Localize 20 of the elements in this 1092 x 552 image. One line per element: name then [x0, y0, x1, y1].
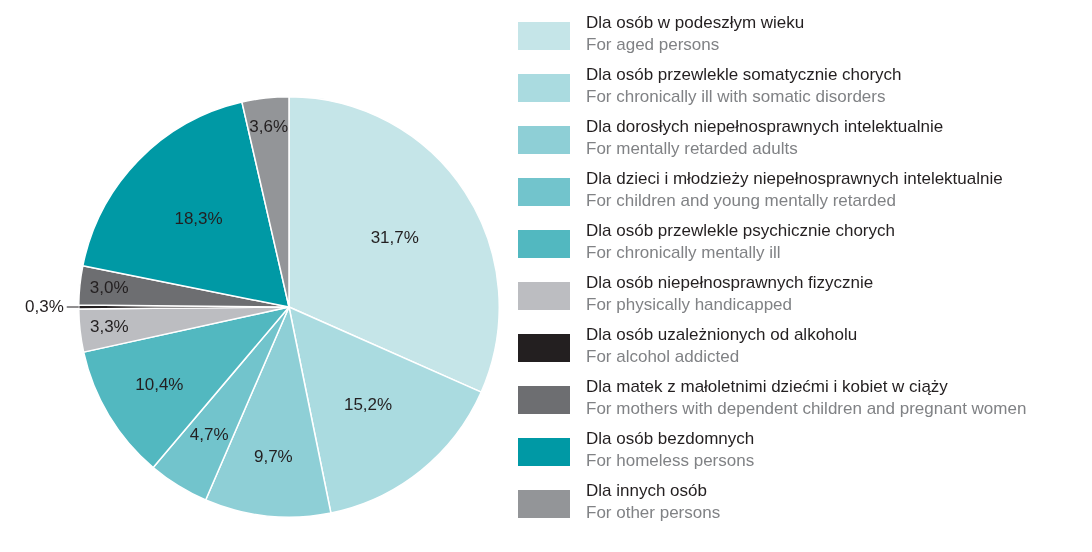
legend-label: Dla matek z małoletnimi dziećmi i kobiet w ciąży For mothers with dependent children and pregnant women	[586, 376, 1027, 420]
data-label: 9,7%	[253, 447, 293, 467]
data-label: 3,0%	[89, 278, 129, 298]
legend-label: Dla osób bezdomnych For homeless persons	[586, 428, 755, 472]
legend-label: Dla dzieci i młodzieży niepełnosprawnych intelektualnie For children and young mentally retarded	[586, 168, 1003, 212]
data-label: 3,6%	[249, 117, 289, 137]
data-label: 15,2%	[343, 395, 393, 414]
legend-label: Dla osób przewlekle psychicznie chorych For chronically mentally ill	[586, 220, 895, 264]
legend-label: Dla osób przewlekle somatycznie chorych For chronically ill with somatic disorders	[586, 64, 902, 108]
data-label: 10,4%	[135, 374, 184, 394]
legend-label: Dla innych osób For other persons	[586, 480, 721, 524]
legend-label: Dla osób uzależnionych od alkoholu For alcohol addicted	[586, 324, 858, 368]
legend-label: Dla osób w podeszłym wieku For aged persons	[586, 12, 805, 56]
data-label: 4,7%	[189, 425, 229, 445]
data-label: 31,7%	[370, 227, 419, 247]
data-label: 0,3%	[25, 296, 64, 316]
legend-label: Dla dorosłych niepełnosprawnych intelektualnie For mentally retarded adults	[586, 116, 944, 160]
data-label: 18,3%	[174, 208, 223, 228]
data-label: 3,3%	[89, 317, 129, 337]
legend-label: Dla osób niepełnosprawnych fizycznie For physically handicapped	[586, 272, 874, 316]
